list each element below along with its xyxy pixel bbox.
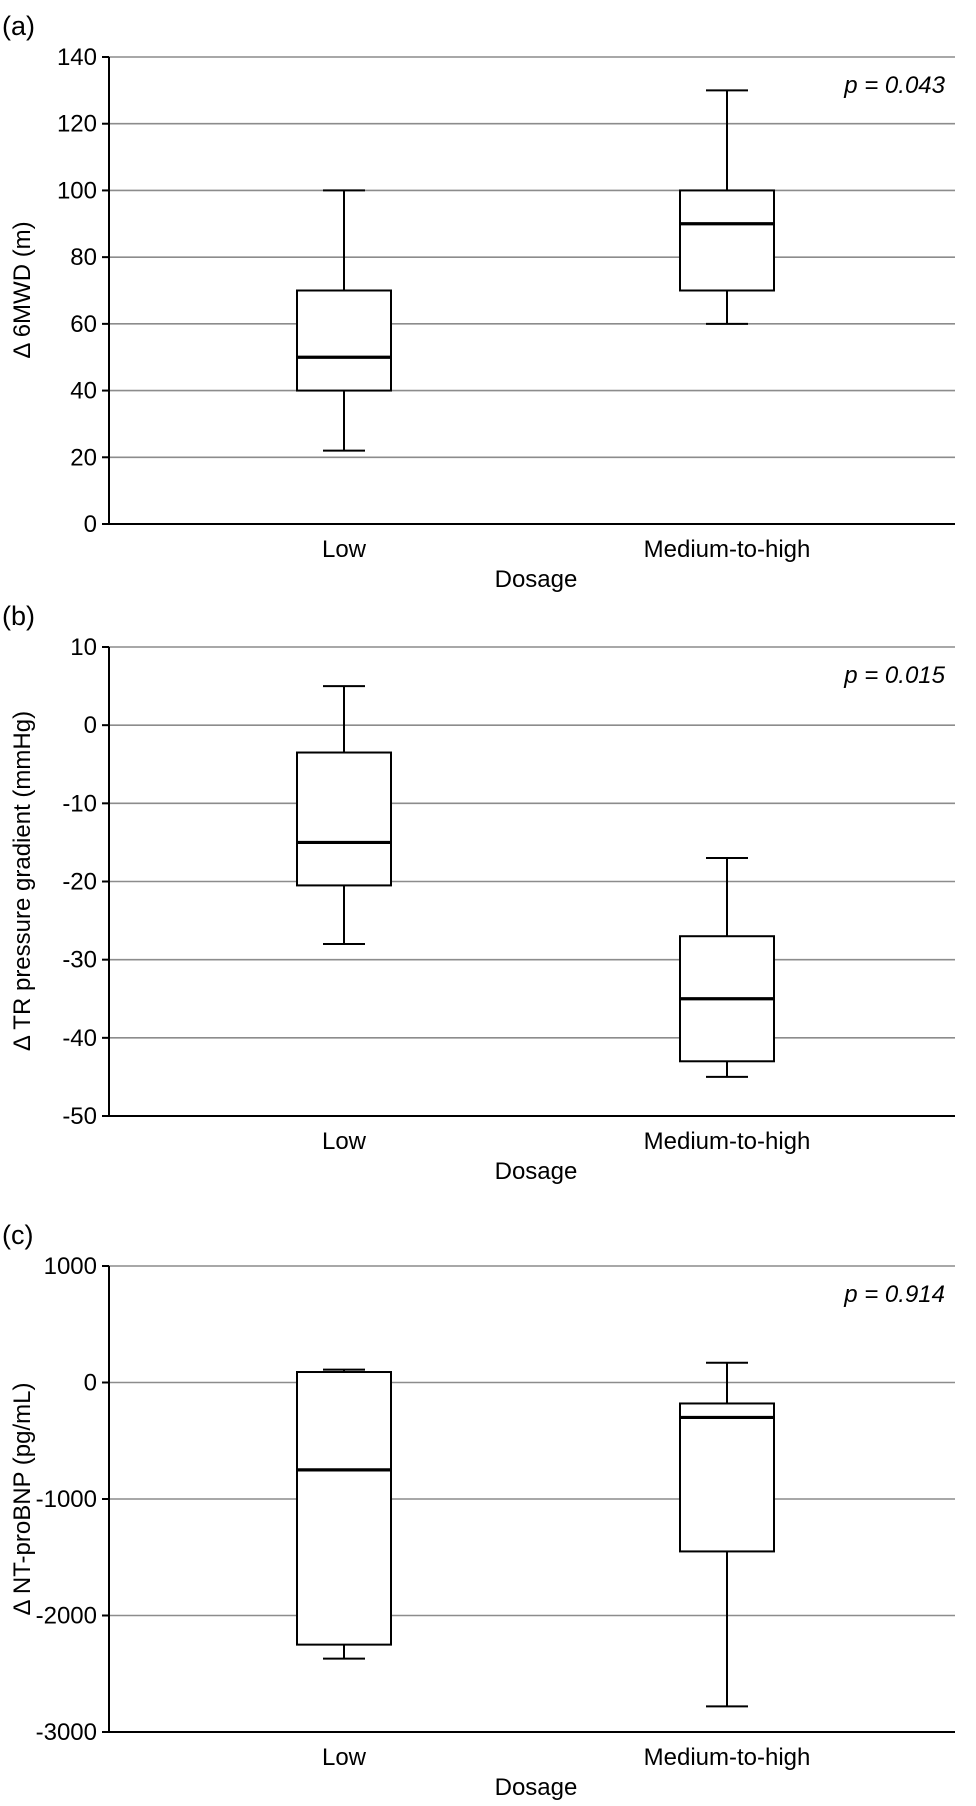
panel-label: (b): [2, 601, 35, 631]
box-medium-to-high: [679, 857, 775, 1078]
y-tick-label: 20: [70, 444, 97, 471]
y-tick-label: -10: [62, 790, 97, 817]
x-tick-label: Low: [322, 1744, 367, 1771]
iqr-box: [296, 289, 392, 392]
y-tick-label: 40: [70, 378, 97, 405]
x-axis-label: Dosage: [495, 1158, 578, 1185]
x-tick-label: Medium-to-high: [644, 1744, 811, 1771]
box-medium-to-high: [679, 1361, 775, 1708]
y-tick-label: 80: [70, 244, 97, 271]
y-tick-label: 100: [57, 177, 97, 204]
y-tick-label: 140: [57, 44, 97, 71]
p-value-annotation: p = 0.914: [843, 1281, 945, 1308]
y-tick-label: -50: [62, 1103, 97, 1130]
iqr-box: [679, 189, 775, 292]
x-tick-label: Low: [322, 1128, 367, 1155]
chart-panel-3: (c) -3000 -2000 -1000 0 1000 Δ NT-proBNP (pg/m…: [2, 1220, 955, 1801]
box-low: [296, 189, 392, 452]
chart-panel-2: (b) -50 -40 -30 -20 -10 0 10 Δ TR pressure gradi…: [2, 601, 955, 1185]
y-tick-label: -3000: [36, 1719, 97, 1746]
panel-label: (a): [2, 11, 35, 41]
box-low: [296, 685, 392, 946]
y-tick-label: -1000: [36, 1486, 97, 1513]
y-tick-label: -20: [62, 869, 97, 896]
iqr-box: [679, 1402, 775, 1553]
y-tick-label: 0: [84, 511, 97, 538]
y-tick-label: -40: [62, 1025, 97, 1052]
y-tick-label: 0: [84, 1370, 97, 1397]
y-tick-label: 1000: [44, 1253, 97, 1280]
chart-panel-1: (a) 0 20 40 60 80 100 120 140 Δ 6MWD (m) Low Medium…: [2, 11, 955, 593]
y-axis-label: Δ TR pressure gradient (mmHg): [9, 711, 36, 1051]
iqr-box: [296, 1371, 392, 1646]
x-axis-label: Dosage: [495, 1774, 578, 1801]
y-tick-label: 60: [70, 311, 97, 338]
y-tick-label: 10: [70, 634, 97, 661]
x-axis-label: Dosage: [495, 566, 578, 593]
y-axis-label: Δ NT-proBNP (pg/mL): [9, 1383, 36, 1616]
y-tick-label: -30: [62, 947, 97, 974]
p-value-annotation: p = 0.043: [843, 72, 945, 99]
y-axis-label: Δ 6MWD (m): [9, 221, 36, 358]
y-tick-label: 0: [84, 712, 97, 739]
box-medium-to-high: [679, 89, 775, 325]
y-tick-label: 120: [57, 111, 97, 138]
iqr-box: [296, 751, 392, 887]
p-value-annotation: p = 0.015: [843, 662, 945, 689]
panel-label: (c): [2, 1220, 33, 1250]
x-tick-label: Medium-to-high: [644, 536, 811, 563]
x-tick-label: Medium-to-high: [644, 1128, 811, 1155]
y-tick-label: -2000: [36, 1603, 97, 1630]
x-tick-label: Low: [322, 536, 367, 563]
box-low: [296, 1368, 392, 1660]
